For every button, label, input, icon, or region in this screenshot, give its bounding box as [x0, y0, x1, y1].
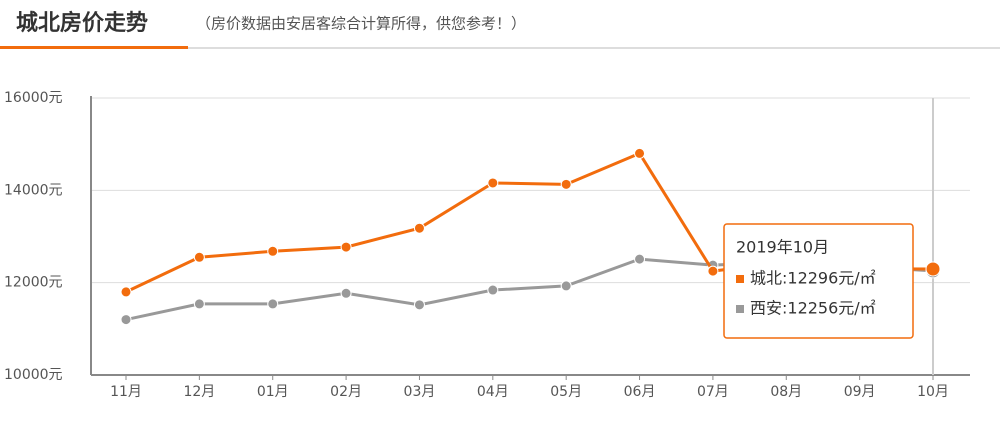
data-point	[925, 261, 941, 277]
header-underline	[0, 46, 188, 49]
x-tick-label: 05月	[550, 384, 582, 400]
y-tick-label: 10000元	[4, 367, 63, 383]
tooltip-box	[723, 223, 914, 339]
data-point	[267, 298, 279, 310]
x-tick-label: 10月	[917, 384, 949, 400]
tooltip-line: 城北:12296元/㎡	[750, 269, 876, 288]
x-tick-label: 08月	[770, 384, 802, 400]
data-point	[193, 298, 205, 310]
chart-subtitle: （房价数据由安居客综合计算所得，供您参考！）	[196, 15, 526, 33]
data-point	[560, 280, 572, 292]
header-divider	[0, 47, 1000, 49]
x-tick-label: 02月	[330, 384, 362, 400]
chart-title: 城北房价走势	[16, 10, 148, 36]
data-point	[120, 314, 132, 326]
x-tick-label: 01月	[257, 384, 289, 400]
data-point	[267, 245, 279, 257]
data-point	[340, 287, 352, 299]
x-tick-label: 09月	[844, 384, 876, 400]
x-tick-label: 06月	[624, 384, 656, 400]
data-point	[413, 222, 425, 234]
x-tick-label: 03月	[404, 384, 436, 400]
x-tick-label: 12月	[183, 384, 215, 400]
tooltip-title: 2019年10月	[736, 238, 829, 257]
data-point	[634, 147, 646, 159]
tooltip-line: 西安:12256元/㎡	[750, 299, 876, 318]
x-tick-label: 11月	[110, 384, 142, 400]
data-point	[634, 253, 646, 265]
data-point	[413, 299, 425, 311]
x-tick-label: 04月	[477, 384, 509, 400]
data-point	[487, 284, 499, 296]
data-point	[340, 241, 352, 253]
data-point	[560, 178, 572, 190]
y-tick-label: 16000元	[4, 90, 63, 106]
x-tick-label: 07月	[697, 384, 729, 400]
data-point	[120, 286, 132, 298]
y-tick-label: 12000元	[4, 275, 63, 291]
data-point	[707, 265, 719, 277]
tooltip-marker	[736, 275, 744, 283]
data-point	[487, 177, 499, 189]
tooltip-marker	[736, 305, 744, 313]
data-point	[193, 251, 205, 263]
y-tick-label: 14000元	[4, 182, 63, 198]
